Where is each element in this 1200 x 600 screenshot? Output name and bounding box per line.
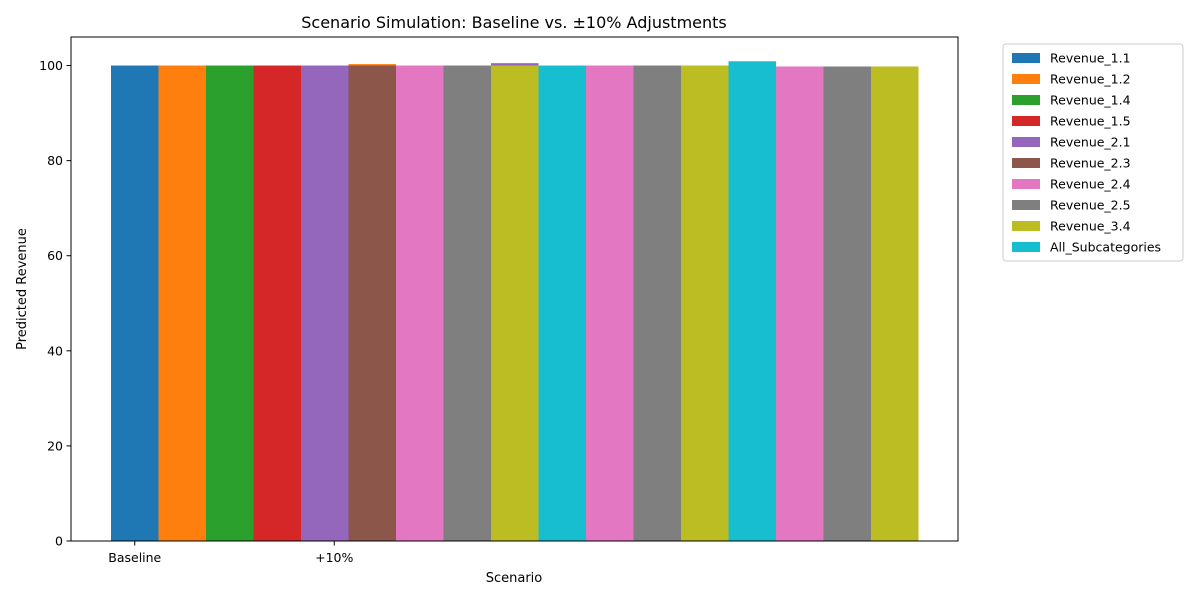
legend-swatch [1012, 179, 1040, 189]
legend-label: Revenue_1.1 [1050, 51, 1131, 66]
legend-swatch [1012, 116, 1040, 126]
legend-label: Revenue_2.5 [1050, 198, 1131, 213]
bar-14 [776, 66, 824, 541]
chart-title: Scenario Simulation: Baseline vs. ±10% A… [301, 13, 727, 32]
bar-2 [206, 65, 254, 541]
legend-swatch [1012, 158, 1040, 168]
y-tick-label: 100 [39, 58, 63, 73]
legend-label: Revenue_1.5 [1050, 114, 1131, 129]
y-tick-label: 60 [47, 248, 63, 263]
bar-7 [443, 65, 491, 541]
bar-0 [111, 65, 159, 541]
legend-frame [1002, 43, 1184, 262]
y-axis-label: Predicted Revenue [15, 228, 30, 350]
y-axis: 0 20 40 60 80 100 [39, 58, 71, 549]
x-tick-label: Baseline [108, 550, 161, 565]
x-axis: Baseline +10% [108, 541, 353, 565]
y-tick-label: 0 [55, 534, 63, 549]
bar-6 [396, 65, 444, 541]
y-tick-label: 20 [47, 438, 63, 453]
plot-area-frame [70, 36, 959, 542]
y-tick-label: 40 [47, 343, 63, 358]
x-tick-label: +10% [315, 550, 353, 565]
bar-16 [871, 66, 919, 541]
bar-3 [253, 65, 301, 541]
bar-11 [633, 65, 681, 541]
legend: Revenue_1.1 Revenue_1.2 Revenue_1.4 Revenue… [1002, 43, 1184, 262]
legend-label: Revenue_2.4 [1050, 177, 1131, 192]
legend-swatch [1012, 242, 1040, 252]
legend-swatch [1012, 221, 1040, 231]
bar-10 [586, 65, 634, 541]
legend-label: Revenue_2.1 [1050, 135, 1131, 150]
bar-15 [823, 66, 871, 541]
bar-12 [681, 65, 729, 541]
x-axis-label: Scenario [486, 571, 543, 586]
bar-13 [728, 61, 776, 542]
legend-label: Revenue_1.4 [1050, 93, 1131, 108]
bar-1 [158, 65, 206, 541]
bar-8 [491, 65, 539, 541]
legend-label: Revenue_3.4 [1050, 219, 1131, 234]
legend-label: Revenue_1.2 [1050, 72, 1131, 87]
bar-group [111, 61, 919, 542]
legend-swatch [1012, 74, 1040, 84]
legend-label: Revenue_2.3 [1050, 156, 1131, 171]
bar-5 [348, 65, 396, 541]
legend-swatch [1012, 95, 1040, 105]
legend-swatch [1012, 137, 1040, 147]
legend-swatch [1012, 53, 1040, 63]
legend-swatch [1012, 200, 1040, 210]
bar-9 [538, 65, 586, 541]
legend-label: All_Subcategories [1050, 240, 1161, 255]
bar-4 [301, 65, 349, 541]
y-tick-label: 80 [47, 153, 63, 168]
